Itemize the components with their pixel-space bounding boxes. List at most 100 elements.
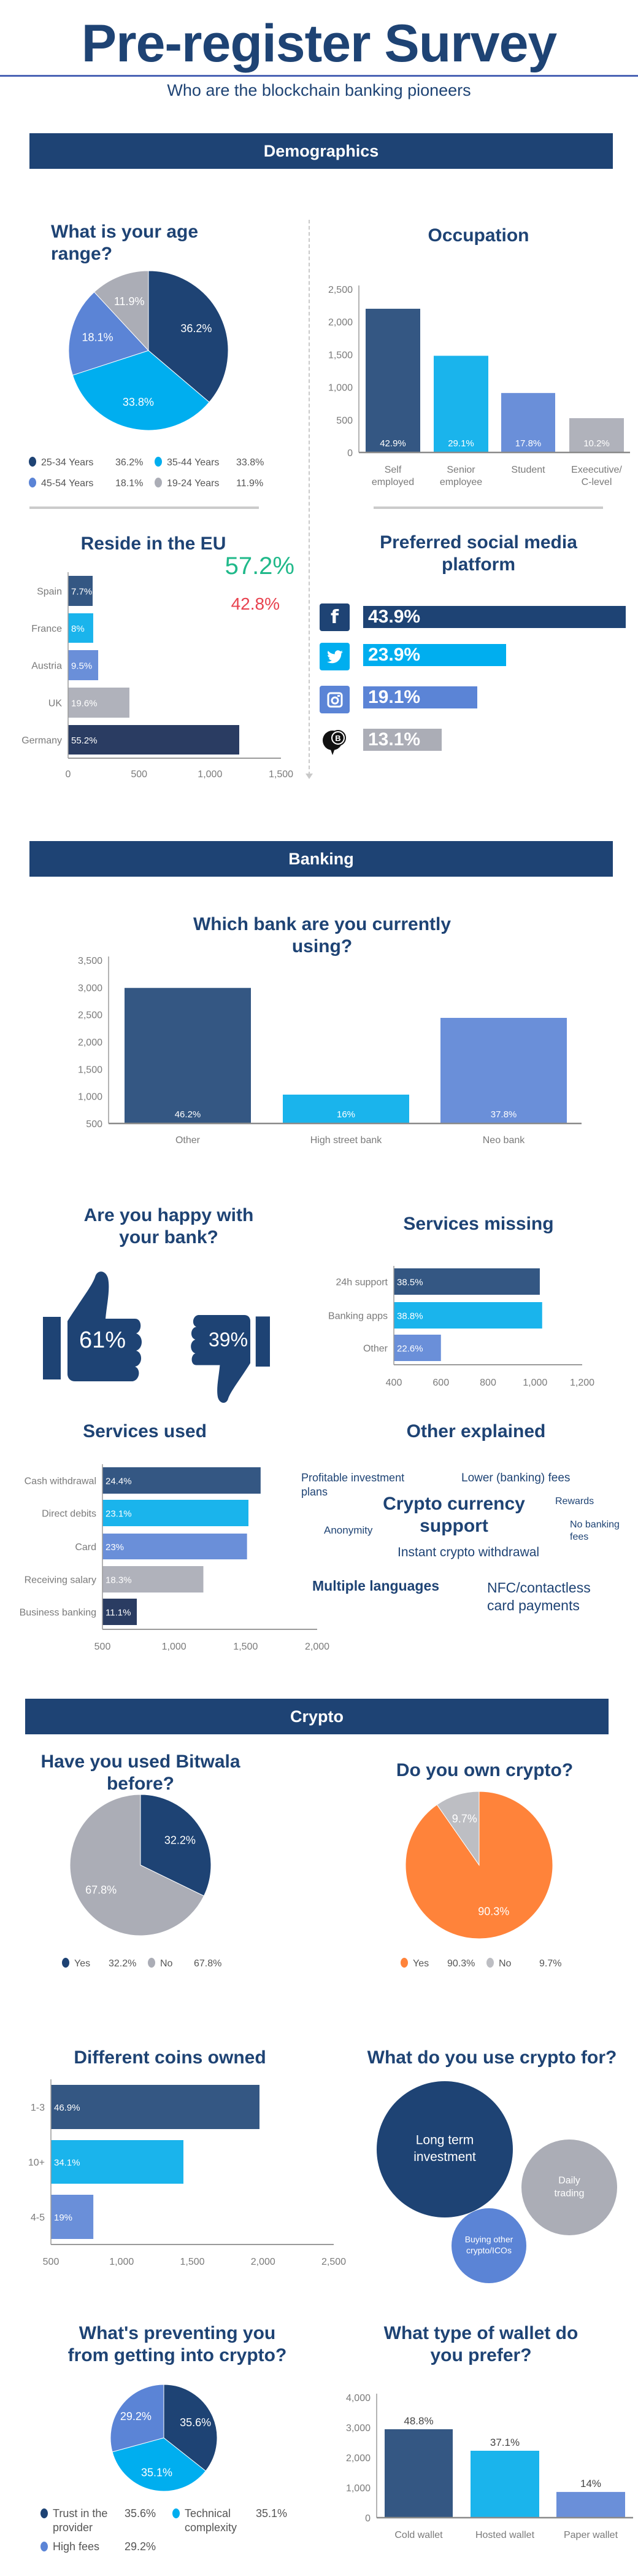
y-tick-label: 1,500: [78, 1065, 102, 1075]
x-category-label: Other: [175, 1135, 201, 1146]
x-category-label: High street bank: [310, 1135, 383, 1146]
legend-label: Technical complexity: [185, 2507, 237, 2534]
y-category-label: Cash withdrawal: [25, 1476, 96, 1487]
x-tick-label: 2,000: [251, 2257, 275, 2267]
slice-data-label: 11.9%: [114, 295, 145, 308]
slice-data-label: 36.2%: [180, 322, 212, 335]
bar: [556, 2492, 625, 2518]
slice-data-label: 29.2%: [120, 2410, 152, 2423]
section-label: Banking: [288, 849, 354, 868]
y-tick-label: 3,000: [346, 2423, 371, 2434]
legend-value: 90.3%: [447, 1958, 475, 1969]
section-label: Crypto: [290, 1707, 344, 1726]
x-category-label: Senior employee: [440, 465, 482, 487]
y-category-label: Other: [363, 1344, 388, 1354]
chart-title-social: Preferred social media platform: [380, 532, 577, 575]
pie-slice: [68, 291, 149, 376]
y-category-label: Germany: [21, 735, 62, 746]
social-bar-bitcoin-forum: 13.1%: [363, 729, 442, 751]
y-tick-label: 500: [336, 416, 353, 426]
slice-data-label: 9.7%: [452, 1812, 477, 1825]
bar-data-label: 13.1%: [368, 729, 421, 750]
word-instant-crypto-withdrawal: Instant crypto withdrawal: [398, 1545, 540, 1559]
bar-data-label: 8%: [71, 624, 85, 634]
chart-title-preventing: What's preventing you from getting into …: [67, 2323, 287, 2365]
legend-swatch: [29, 457, 36, 467]
bar: [68, 725, 239, 755]
bubble: [377, 2081, 513, 2217]
legend-swatch: [29, 478, 36, 487]
y-tick-label: 2,000: [78, 1038, 102, 1048]
pie-slice: [93, 270, 149, 352]
y-category-label: Austria: [31, 661, 62, 672]
bar: [102, 1500, 248, 1526]
y-tick-label: 2,000: [346, 2453, 371, 2464]
row-divider: [374, 506, 603, 509]
y-category-label: Business banking: [20, 1608, 96, 1618]
legend-value: 35.6%: [125, 2507, 156, 2520]
bar: [102, 1534, 247, 1559]
instagram-icon: [320, 686, 350, 713]
bar: [394, 1302, 542, 1329]
y-tick-label: 0: [365, 2513, 371, 2524]
social-bar-facebook: 43.9%: [363, 606, 626, 628]
y-tick-label: 2,500: [328, 285, 353, 295]
bar-data-label: 24.4%: [106, 1476, 132, 1487]
bar: [471, 2450, 539, 2518]
pie-slice: [148, 270, 229, 403]
x-tick-label: 1,000: [198, 769, 222, 780]
legend-label: 45-54 Years: [41, 478, 93, 489]
x-category-label: Exeecutive/C-level: [571, 465, 622, 487]
y-category-label: 4-5: [31, 2213, 45, 2223]
bar: [366, 308, 420, 452]
bar: [102, 1467, 261, 1494]
word-no-banking-fees: No banking fees: [570, 1519, 620, 1542]
bitcoin-forum-icon: B: [321, 728, 348, 755]
legend-label: High fees: [53, 2540, 99, 2553]
y-tick-label: 0: [347, 448, 353, 459]
chart-title-occupation: Occupation: [428, 225, 529, 246]
legend-label: Yes: [74, 1958, 90, 1969]
y-tick-label: 3,500: [78, 956, 102, 966]
y-category-label: Banking apps: [328, 1311, 388, 1322]
legend-value: 32.2%: [109, 1958, 136, 1969]
legend-label: 25-34 Years: [41, 457, 93, 468]
section-header-demographics: Demographics: [29, 133, 613, 169]
x-tick-label: 800: [480, 1378, 496, 1388]
x-tick-label: 0: [66, 769, 71, 780]
chart-title-bank: Which bank are you currently using?: [193, 914, 452, 956]
y-category-label: 10+: [28, 2158, 45, 2168]
y-tick-label: 1,000: [78, 1092, 102, 1103]
slice-data-label: 18.1%: [82, 331, 113, 343]
legend-swatch: [401, 1958, 408, 1968]
bubble-label: Daily trading: [555, 2176, 585, 2199]
bar-data-label: 43.9%: [368, 607, 421, 627]
bar-data-label: 38.5%: [397, 1278, 423, 1288]
legend-value: 67.8%: [194, 1958, 221, 1969]
x-tick-label: 600: [432, 1378, 449, 1388]
thumbs-down-icon: [191, 1315, 270, 1403]
bar: [385, 2429, 453, 2518]
y-tick-label: 1,000: [328, 383, 353, 394]
x-tick-label: 500: [94, 1642, 111, 1652]
bar-data-label: 23.9%: [368, 645, 421, 665]
slice-data-label: 67.8%: [85, 1884, 117, 1896]
bar-data-label: 23.1%: [106, 1509, 132, 1519]
x-tick-label: 1,500: [269, 769, 293, 780]
bar-data-label: 9.5%: [71, 661, 92, 672]
pie-slice: [140, 1794, 212, 1896]
bar-data-label: 46.9%: [54, 2103, 80, 2113]
word-rewards: Rewards: [555, 1496, 594, 1507]
word-lower-fees: Lower (banking) fees: [461, 1472, 571, 1484]
x-tick-label: 2,500: [321, 2257, 346, 2267]
chart-title-services-used: Services used: [83, 1421, 207, 1441]
bar-data-label: 19.6%: [71, 699, 98, 709]
y-category-label: 24h support: [336, 1278, 388, 1288]
bar: [569, 418, 624, 452]
x-tick-label: 1,000: [162, 1642, 186, 1652]
bar: [102, 1566, 204, 1593]
bar-data-label: 7.7%: [71, 587, 92, 597]
y-tick-label: 500: [86, 1119, 102, 1130]
thumbs-up-icon: [43, 1271, 142, 1381]
y-tick-label: 1,000: [346, 2483, 371, 2494]
